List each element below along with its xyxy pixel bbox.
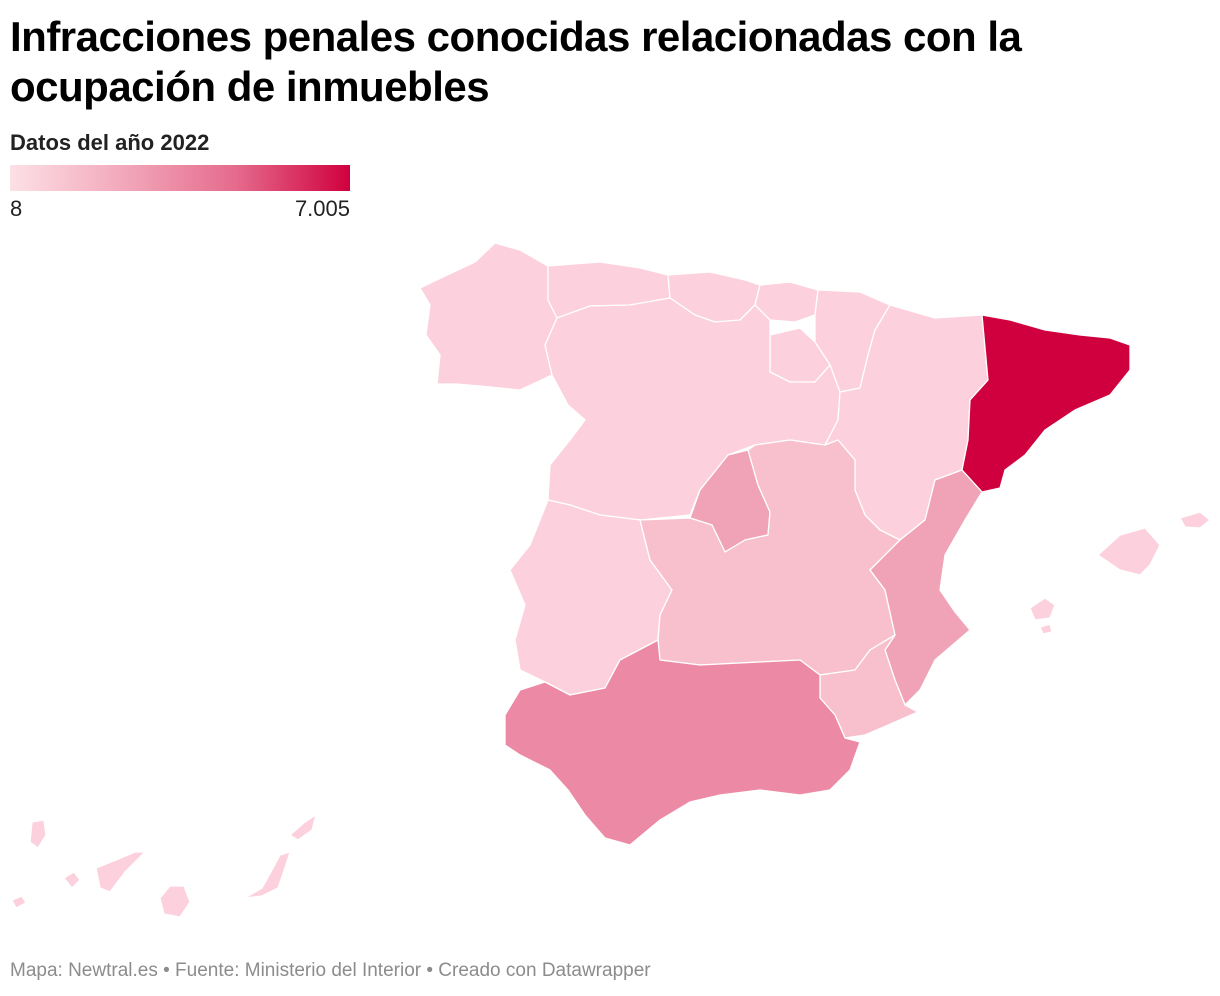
chart-subtitle: Datos del año 2022 — [10, 130, 210, 155]
legend-max-label: 7.005 — [294, 196, 350, 221]
region-fuerteventura[interactable] — [244, 851, 291, 899]
legend-gradient-bar — [10, 165, 350, 191]
region-el-hierro[interactable] — [11, 895, 27, 909]
region-la-palma[interactable] — [29, 819, 47, 849]
region-ibiza[interactable] — [1029, 597, 1056, 621]
region-formentera[interactable] — [1039, 623, 1053, 635]
chart-title: Infracciones penales conocidas relaciona… — [10, 13, 1022, 110]
region-la-gomera[interactable] — [63, 871, 81, 889]
region-andalucia[interactable] — [504, 639, 861, 846]
region-tenerife[interactable] — [95, 851, 146, 893]
region-menorca[interactable] — [1179, 511, 1211, 529]
region-lanzarote[interactable] — [289, 814, 317, 841]
region-mallorca[interactable] — [1097, 527, 1161, 576]
region-gran-canaria[interactable] — [159, 885, 191, 918]
legend-min-label: 8 — [10, 196, 23, 221]
region-cataluna[interactable] — [961, 314, 1131, 493]
chart-footer: Mapa: Newtral.es • Fuente: Ministerio de… — [10, 960, 651, 981]
region-galicia[interactable] — [419, 242, 558, 391]
